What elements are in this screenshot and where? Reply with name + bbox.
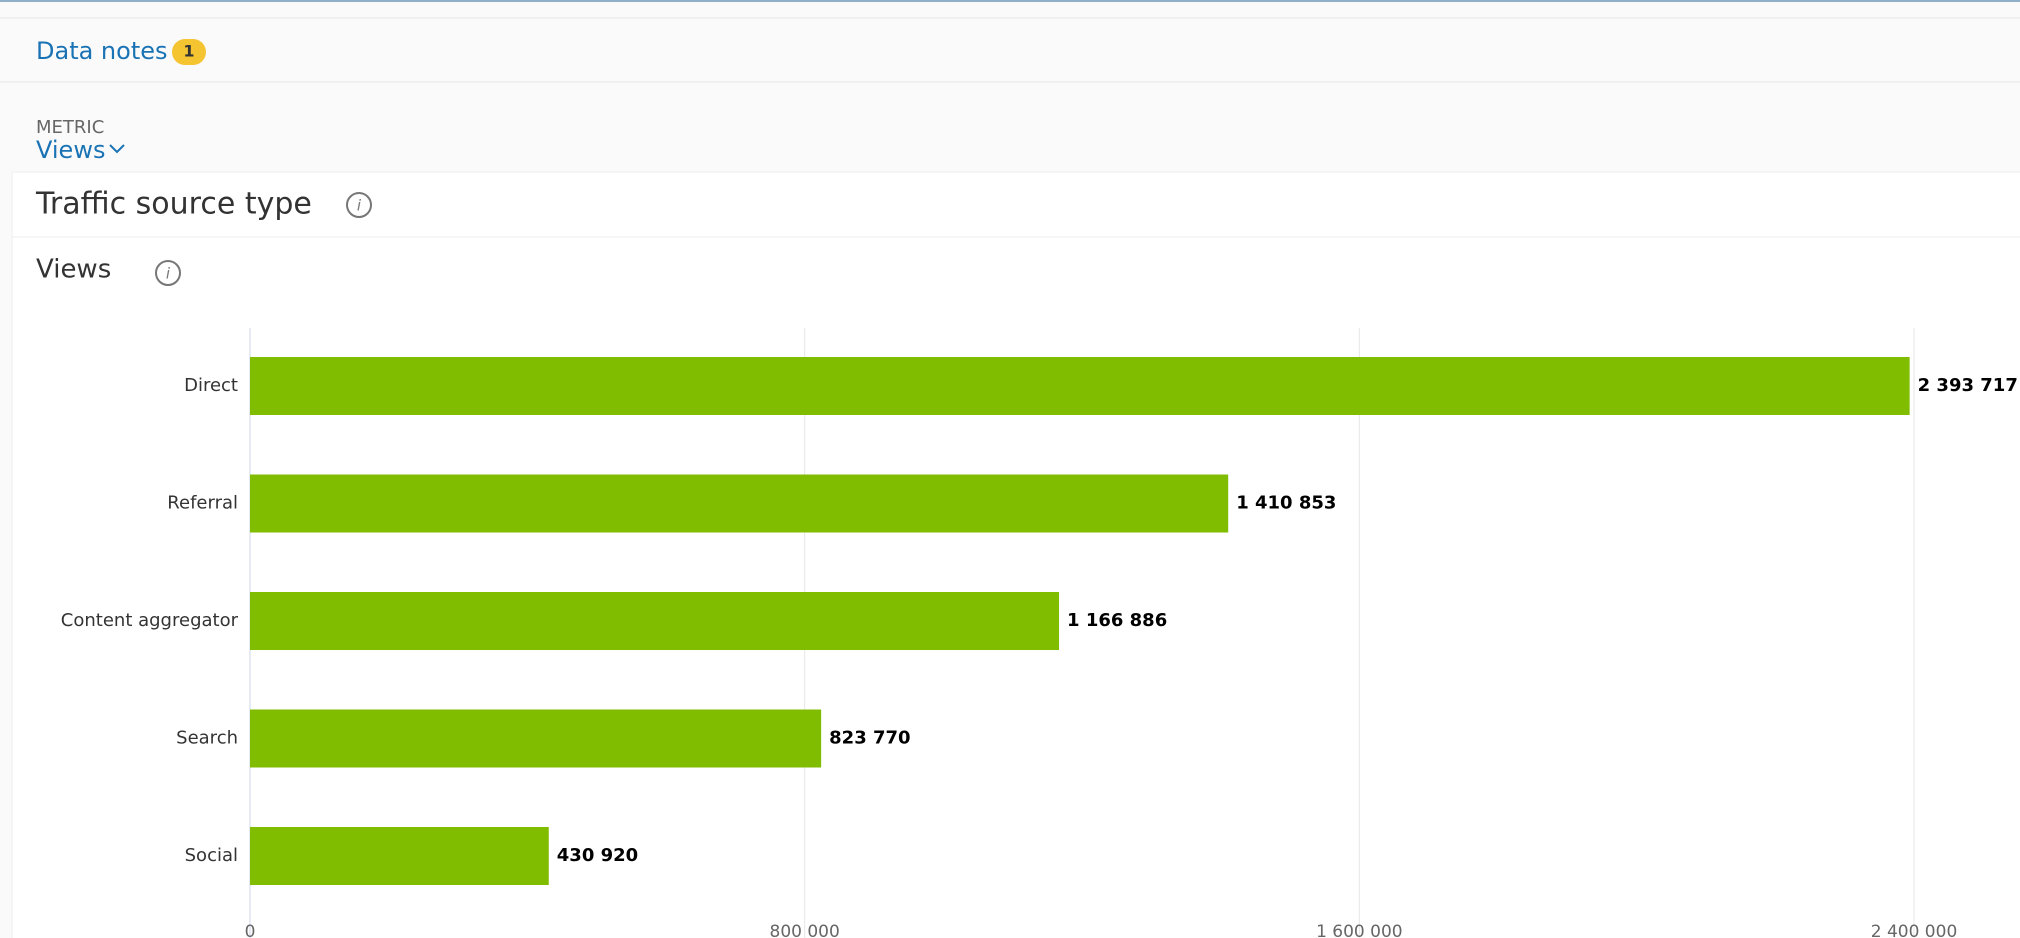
y-tick-label: Content aggregator	[61, 610, 239, 631]
value-label: 823 770	[829, 728, 910, 749]
bar	[250, 357, 1910, 415]
bar	[250, 709, 822, 768]
value-label: 1 166 886	[1067, 610, 1167, 631]
bar	[250, 827, 549, 885]
x-tick-label: 2 400 000	[1871, 922, 1958, 938]
info-icon[interactable]: i	[346, 192, 372, 218]
value-label: 2 393 717	[1918, 375, 2018, 396]
card	[11, 171, 2020, 938]
bar	[250, 592, 1060, 650]
card-title: Traffic source type	[35, 187, 312, 222]
y-tick-label: Search	[176, 728, 238, 749]
notes-count: 1	[183, 42, 194, 61]
y-tick-label: Referral	[167, 493, 238, 514]
svg-text:i: i	[166, 265, 171, 283]
dropdown-caret[interactable]	[109, 144, 125, 154]
y-tick-label: Social	[185, 845, 238, 866]
x-tick-label: 800 000	[770, 922, 840, 938]
svg-text:i: i	[357, 197, 362, 215]
notes-badge	[172, 39, 206, 65]
value-label: 430 920	[557, 845, 638, 866]
top-border	[0, 0, 2020, 2]
bar	[250, 474, 1229, 533]
x-tick-label: 1 600 000	[1316, 922, 1403, 938]
value-label: 1 410 853	[1236, 493, 1336, 514]
plot: 0 800 000 1 600 000 2 400 000 Direct 2 393 71…	[61, 328, 2018, 938]
chart-subtitle: Views	[36, 255, 111, 285]
metric-dropdown[interactable]: Views	[36, 136, 105, 164]
x-tick-label: 0	[245, 922, 256, 938]
data-notes-link[interactable]: Data notes	[36, 37, 168, 65]
info-icon[interactable]: i	[155, 260, 181, 286]
metric-label: METRIC	[36, 117, 104, 138]
y-tick-label: Direct	[184, 375, 238, 396]
